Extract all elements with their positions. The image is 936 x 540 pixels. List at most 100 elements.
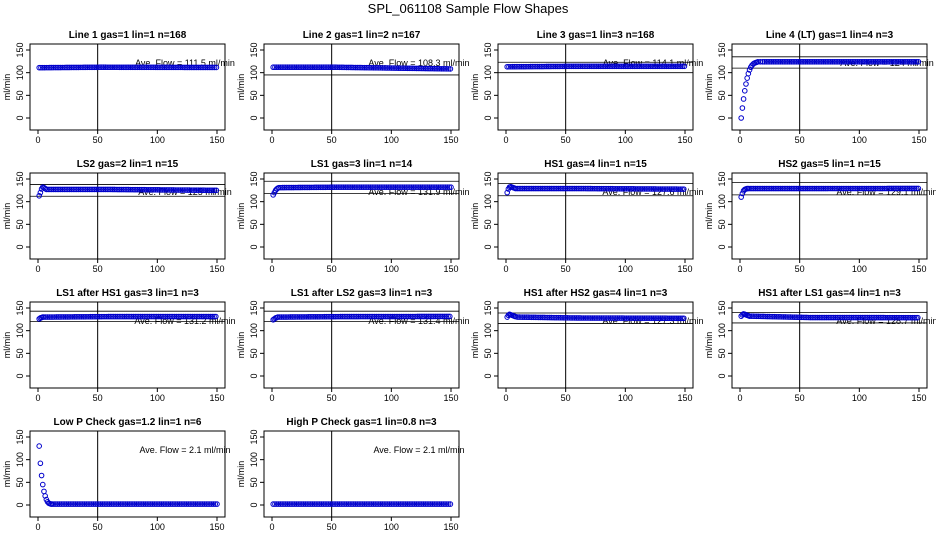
data-point [145,186,152,193]
data-point [907,314,914,321]
data-point [94,313,101,320]
data-point [818,314,824,321]
data-point [606,63,613,70]
data-point [623,186,630,192]
data-point [115,501,122,507]
data-point [319,313,326,320]
data-point [838,314,844,321]
data-point [170,313,176,320]
data-point [135,501,142,507]
data-point [424,65,430,72]
data-point [122,501,129,507]
data-point [867,185,873,192]
data-point [179,64,186,71]
data-point [329,501,336,507]
y-tick-label: 150 [15,429,25,444]
data-point [870,314,876,321]
data-point [415,501,421,507]
data-point [632,186,639,192]
data-point [156,187,162,193]
data-point [536,185,542,192]
data-point [356,184,363,190]
x-tick-label: 150 [677,393,692,403]
data-point [446,184,453,191]
data-point [801,58,807,65]
data-point [618,63,625,70]
data-point [51,501,57,507]
data-point [353,184,359,190]
data-point [288,64,294,71]
data-point [124,501,131,507]
data-point [338,501,345,507]
data-points [270,64,454,72]
data-point [431,65,438,72]
data-point [750,185,757,192]
data-point [43,64,50,71]
data-point [620,185,626,192]
data-point [654,63,661,70]
data-point [275,501,282,507]
data-point [374,65,380,71]
data-point [410,65,416,72]
data-point [559,314,565,321]
data-point [99,64,105,71]
data-point [355,184,361,190]
data-point [206,187,213,194]
data-point [188,64,195,71]
data-point [815,185,821,192]
data-point [593,63,600,70]
data-point [199,64,205,71]
plot-frame [731,43,928,131]
x-tick-label: 100 [618,393,633,403]
y-tick-label: 150 [717,42,727,57]
data-point [745,70,752,77]
data-point [174,187,180,193]
data-point [618,185,624,192]
data-point [566,315,573,321]
data-point [339,313,346,320]
data-point [586,63,593,70]
data-point [293,64,300,71]
data-point [777,185,784,192]
data-point [144,313,151,320]
data-point [593,315,599,321]
data-point [199,501,206,507]
data-points [36,64,220,71]
data-point [373,184,379,190]
data-point [548,185,555,192]
y-axis-label: ml/min [704,203,714,230]
data-point [854,58,861,65]
data-point [193,64,200,71]
data-point [325,501,332,507]
data-point [548,314,555,321]
data-point [165,64,171,71]
y-tick-label: 150 [483,171,493,186]
data-point [615,63,621,70]
data-point [750,313,756,320]
x-tick-label: 0 [737,393,742,403]
data-point [391,313,398,320]
y-tick-label: 0 [483,244,493,249]
data-point [435,184,442,191]
data-point [156,501,163,507]
data-point [163,187,170,193]
data-point [310,314,317,320]
data-point [141,313,148,320]
data-point [616,185,623,192]
data-point [294,184,300,191]
data-point [61,64,68,71]
data-point [125,64,132,71]
data-point [557,185,564,192]
data-point [328,184,334,191]
data-point [738,115,744,121]
data-point [275,314,281,320]
data-point [353,313,360,320]
data-point [426,65,432,72]
data-point [676,63,682,70]
x-tick-label: 0 [503,135,508,145]
data-point [802,314,808,321]
data-point [515,63,521,70]
data-point [589,315,596,321]
data-point [655,186,662,192]
